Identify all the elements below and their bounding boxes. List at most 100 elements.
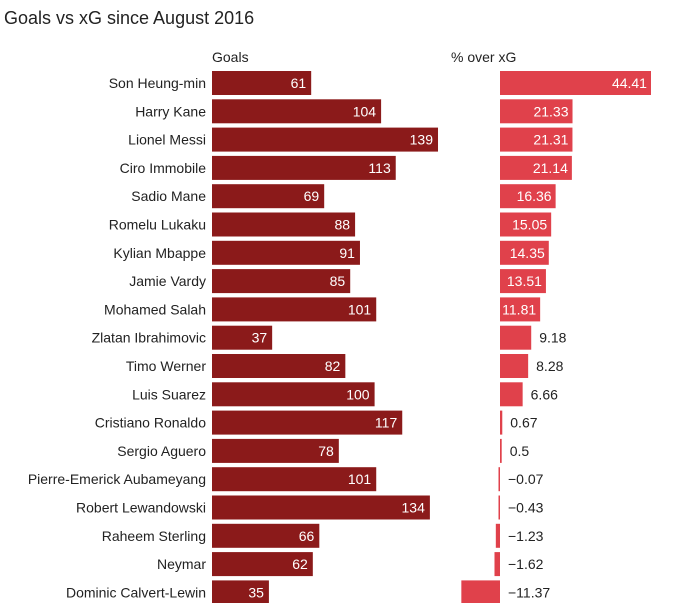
pct-over-xg-bar <box>500 184 556 209</box>
goals-value-label: 104 <box>353 103 377 119</box>
pct-over-xg-bar <box>500 297 541 322</box>
goals-bar <box>212 382 375 407</box>
goals-bar <box>212 495 430 520</box>
goals-bar <box>212 184 325 209</box>
goals-bar <box>212 155 396 180</box>
goals-bar <box>212 580 269 603</box>
goals-value-label: 88 <box>335 217 351 233</box>
pct-value-label: 21.31 <box>533 132 568 148</box>
pct-over-xg-bar <box>500 382 523 407</box>
goals-bar <box>212 99 382 124</box>
pct-over-xg-bar <box>495 523 500 548</box>
pct-over-xg-bar <box>494 552 500 577</box>
pct-value-label: 21.14 <box>533 160 568 176</box>
pct-value-label: 14.35 <box>510 245 545 261</box>
player-name-label: Raheem Sterling <box>102 528 206 544</box>
pct-value-label: 21.33 <box>533 103 568 119</box>
pct-over-xg-bar <box>498 467 500 492</box>
goals-value-label: 62 <box>292 556 308 572</box>
pct-over-xg-bar <box>500 99 573 124</box>
goals-value-label: 78 <box>318 443 334 459</box>
player-name-label: Ciro Immobile <box>120 160 207 176</box>
pct-value-label: 9.18 <box>539 330 566 346</box>
player-name-label: Sadio Mane <box>131 188 206 204</box>
pct-over-xg-bar <box>498 495 500 520</box>
goals-value-label: 139 <box>410 132 434 148</box>
player-name-label: Cristiano Ronaldo <box>95 415 206 431</box>
player-name-label: Son Heung-min <box>109 75 206 91</box>
goals-value-label: 101 <box>348 301 372 317</box>
goals-panel-title: Goals <box>212 49 249 65</box>
goals-bar <box>212 552 313 577</box>
goals-bar <box>212 325 273 350</box>
player-name-label: Romelu Lukaku <box>109 217 206 233</box>
pct-over-xg-bar <box>500 240 549 265</box>
goals-bar <box>212 212 356 237</box>
player-name-label: Mohamed Salah <box>104 301 206 317</box>
player-name-label: Timo Werner <box>126 358 206 374</box>
goals-value-label: 113 <box>368 160 391 176</box>
goals-value-label: 61 <box>291 75 307 91</box>
goals-bar <box>212 523 320 548</box>
player-name-label: Lionel Messi <box>128 132 206 148</box>
player-name-label: Zlatan Ibrahimovic <box>92 330 206 346</box>
goals-value-label: 91 <box>339 245 355 261</box>
player-name-label: Harry Kane <box>135 103 206 119</box>
goals-value-label: 66 <box>299 528 315 544</box>
chart-title: Goals vs xG since August 2016 <box>4 8 255 28</box>
player-name-label: Pierre-Emerick Aubameyang <box>28 471 206 487</box>
goals-value-label: 37 <box>252 330 268 346</box>
goals-value-label: 100 <box>346 386 370 402</box>
goals-value-label: 117 <box>375 415 398 431</box>
chart-rows: Son Heung-min 61 44.41 Harry Kane 104 21.33 Li… <box>28 71 651 603</box>
goals-bar <box>212 410 403 435</box>
goals-value-label: 85 <box>330 273 346 289</box>
pct-over-xg-bar <box>500 410 503 435</box>
player-name-label: Kylian Mbappe <box>113 245 206 261</box>
pct-value-label: 0.67 <box>510 415 537 431</box>
pct-value-label: −0.07 <box>508 471 544 487</box>
pct-over-xg-bar <box>500 127 573 152</box>
pct-over-xg-bar <box>500 71 651 95</box>
pct-value-label: −0.43 <box>508 500 544 516</box>
pct-over-xg-bar <box>500 212 552 237</box>
pct-value-label: 0.5 <box>510 443 530 459</box>
pct-value-label: −1.23 <box>508 528 544 544</box>
goals-value-label: 69 <box>304 188 320 204</box>
goals-value-label: 101 <box>348 471 372 487</box>
player-name-label: Luis Suarez <box>132 386 206 402</box>
pct-over-xg-bar <box>461 580 500 603</box>
pct-over-xg-bar <box>500 438 502 463</box>
pct-value-label: −1.62 <box>508 556 544 572</box>
goals-bar <box>212 354 346 378</box>
player-name-label: Neymar <box>157 556 206 572</box>
player-name-label: Robert Lewandowski <box>76 500 206 516</box>
goals-bar <box>212 71 312 95</box>
pct-panel-title: % over xG <box>451 49 516 65</box>
goals-bar <box>212 240 360 265</box>
goals-bar <box>212 297 377 322</box>
pct-over-xg-bar <box>500 155 572 180</box>
player-name-label: Jamie Vardy <box>129 273 206 289</box>
goals-bar <box>212 269 351 294</box>
goals-value-label: 134 <box>402 500 426 516</box>
pct-value-label: 6.66 <box>531 386 558 402</box>
pct-over-xg-bar <box>500 354 529 378</box>
pct-value-label: 13.51 <box>507 273 542 289</box>
pct-value-label: 15.05 <box>512 217 547 233</box>
player-name-label: Dominic Calvert-Lewin <box>66 584 206 600</box>
goals-bar <box>212 127 439 152</box>
goals-value-label: 35 <box>248 584 264 600</box>
pct-value-label: −11.37 <box>508 584 550 600</box>
pct-over-xg-bar <box>500 325 532 350</box>
pct-value-label: 8.28 <box>536 358 563 374</box>
pct-value-label: 16.36 <box>517 188 552 204</box>
goals-bar <box>212 438 339 463</box>
player-name-label: Sergio Aguero <box>117 443 206 459</box>
pct-value-label: 44.41 <box>612 75 647 91</box>
goals-value-label: 82 <box>325 358 341 374</box>
pct-value-label: 11.81 <box>502 301 536 317</box>
pct-over-xg-bar <box>500 269 546 294</box>
goals-bar <box>212 467 377 492</box>
